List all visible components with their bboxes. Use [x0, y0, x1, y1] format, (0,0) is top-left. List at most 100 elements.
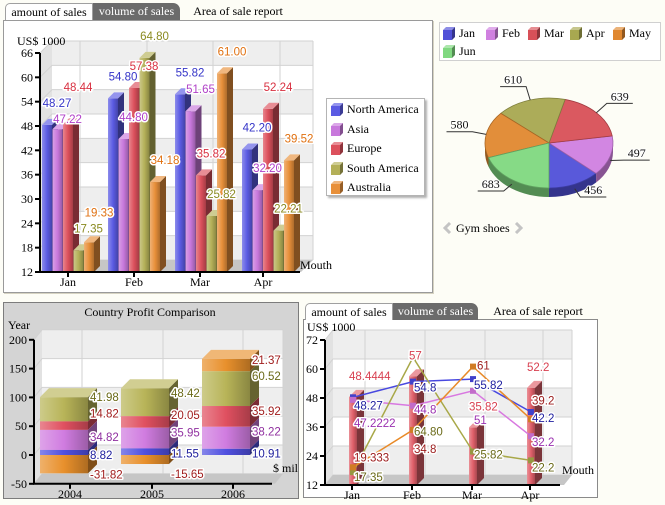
line-data-label: 39.2 — [532, 395, 554, 407]
legend-item-feb[interactable]: Feb — [486, 26, 520, 41]
tab-amount-of-sales[interactable]: amount of sales — [5, 3, 93, 20]
legend-item-jan[interactable]: Jan — [443, 26, 475, 41]
y-axis-title: Year — [8, 318, 30, 332]
series-marker — [528, 433, 534, 440]
cube-front — [486, 30, 495, 40]
bar-front-face — [284, 160, 294, 272]
legend-item-jun[interactable]: Jun — [443, 44, 476, 59]
legend-item-north-america[interactable]: North America — [331, 102, 419, 117]
legend-item-may[interactable]: May — [613, 26, 651, 41]
bar-side-face — [88, 420, 97, 450]
data-label: 11.55 — [171, 448, 199, 460]
grid-line — [324, 416, 572, 428]
y-tick-label: 36 — [21, 168, 33, 182]
bar-front-face — [139, 57, 150, 272]
data-label: 61.00 — [218, 46, 247, 58]
bar-front-face — [63, 124, 73, 273]
tab-area-of-sale-report[interactable]: Area of sale report — [193, 4, 283, 18]
chevron-left-shape — [442, 222, 452, 234]
sales-chart-legend: North America Asia Europe South America … — [326, 98, 425, 196]
line-data-label: 22.2 — [532, 462, 554, 474]
legend-item-mar[interactable]: Mar — [528, 26, 564, 41]
cube-top — [331, 162, 343, 165]
x-axis-title: $ mil — [273, 461, 299, 475]
axes: 12 24 36 48 60 72 Jan Feb Mar Apr US$ 1000 Mouth — [306, 320, 594, 502]
bar-front-face — [175, 94, 185, 272]
data-label: 8.82 — [90, 450, 112, 462]
data-label: 64.80 — [140, 31, 169, 43]
chevron-left-icon[interactable] — [442, 222, 452, 234]
legend-item-apr[interactable]: Apr — [570, 26, 605, 41]
series-marker — [410, 354, 416, 361]
data-label: -15.65 — [171, 469, 204, 481]
pie-value-label: 497 — [628, 146, 646, 160]
x-tick-label: Jan — [344, 488, 360, 502]
line-data-label: 25.82 — [474, 450, 503, 462]
tab-amount-of-sales-2[interactable]: amount of sales — [305, 303, 393, 320]
cube-swatch-icon — [528, 27, 540, 40]
cube-top — [331, 123, 343, 126]
bar-top-face — [284, 154, 300, 161]
y-tick-label: 18 — [21, 241, 33, 255]
bar-front-face — [202, 358, 250, 372]
chart-title: Country Profit Comparison — [84, 305, 215, 319]
bar-front-face — [121, 388, 169, 417]
bar-side-face — [250, 417, 259, 449]
grid-line — [324, 329, 572, 341]
data-label: 57.38 — [130, 61, 159, 73]
bar-side-face — [169, 379, 178, 417]
bar-top-face — [217, 67, 233, 74]
bar-top-face — [108, 92, 124, 99]
bar-side-face — [88, 412, 97, 430]
y-tick-label: 12 — [306, 478, 318, 492]
legend-label: Feb — [502, 26, 520, 40]
data-label: 34.18 — [151, 155, 180, 167]
data-label: -31.82 — [90, 469, 123, 481]
cube-side — [452, 27, 455, 40]
legend-item-australia[interactable]: Australia — [331, 180, 391, 195]
series-marker — [350, 469, 356, 476]
bar-side-face — [88, 388, 97, 422]
y-tick-label: 66 — [21, 46, 33, 60]
data-label: 34.82 — [90, 432, 119, 444]
data-label: 21.37 — [252, 355, 281, 367]
back-wall-band — [52, 41, 313, 66]
bar-front-face — [121, 416, 169, 428]
y-tick-label: 0 — [21, 448, 27, 462]
stacked-segment-2004 — [40, 388, 97, 422]
tab-area-of-sale-report-2[interactable]: Area of sale report — [493, 304, 583, 318]
data-labels: 48.27 54.80 55.82 42.20 47.22 44.80 51.65 32.20… — [41, 29, 315, 236]
y-tick-label: 24 — [21, 216, 33, 230]
chevron-right-icon[interactable] — [514, 222, 524, 234]
cube-side — [340, 123, 343, 136]
pie-leader-line — [446, 131, 487, 135]
bar-top-face — [84, 236, 100, 243]
bar-data-label: 35.82 — [469, 401, 498, 413]
legend-item-asia[interactable]: Asia — [331, 122, 369, 137]
bar-top-face — [185, 105, 202, 112]
cube-top — [443, 27, 455, 30]
y-tick-label: 54 — [21, 95, 33, 109]
tab-volume-of-sales[interactable]: volume of sales — [93, 3, 180, 20]
legend-item-europe[interactable]: Europe — [331, 141, 382, 156]
back-wall-band — [52, 65, 313, 90]
x-tick-label: Mar — [190, 275, 210, 289]
bar-front-face — [150, 182, 160, 272]
y-tick-label: 48 — [306, 391, 318, 405]
cube-side — [340, 142, 343, 155]
legend-item-south-america[interactable]: South America — [331, 161, 419, 176]
cube-top — [570, 27, 582, 30]
bar-top-face — [63, 118, 79, 125]
data-label: 52.24 — [264, 82, 293, 94]
pie-leader-line — [477, 183, 513, 192]
tab-volume-of-sales-2[interactable]: volume of sales — [393, 303, 478, 320]
bar-front-face — [121, 455, 169, 465]
grid-line — [324, 387, 572, 399]
bar-top-face — [139, 51, 156, 58]
data-label: 10.91 — [252, 449, 281, 461]
bar-top-face — [196, 169, 212, 176]
data-label: 20.05 — [171, 410, 200, 422]
cube-side — [340, 181, 343, 194]
bar-top-face — [121, 379, 178, 389]
data-label: 42.20 — [243, 123, 272, 135]
